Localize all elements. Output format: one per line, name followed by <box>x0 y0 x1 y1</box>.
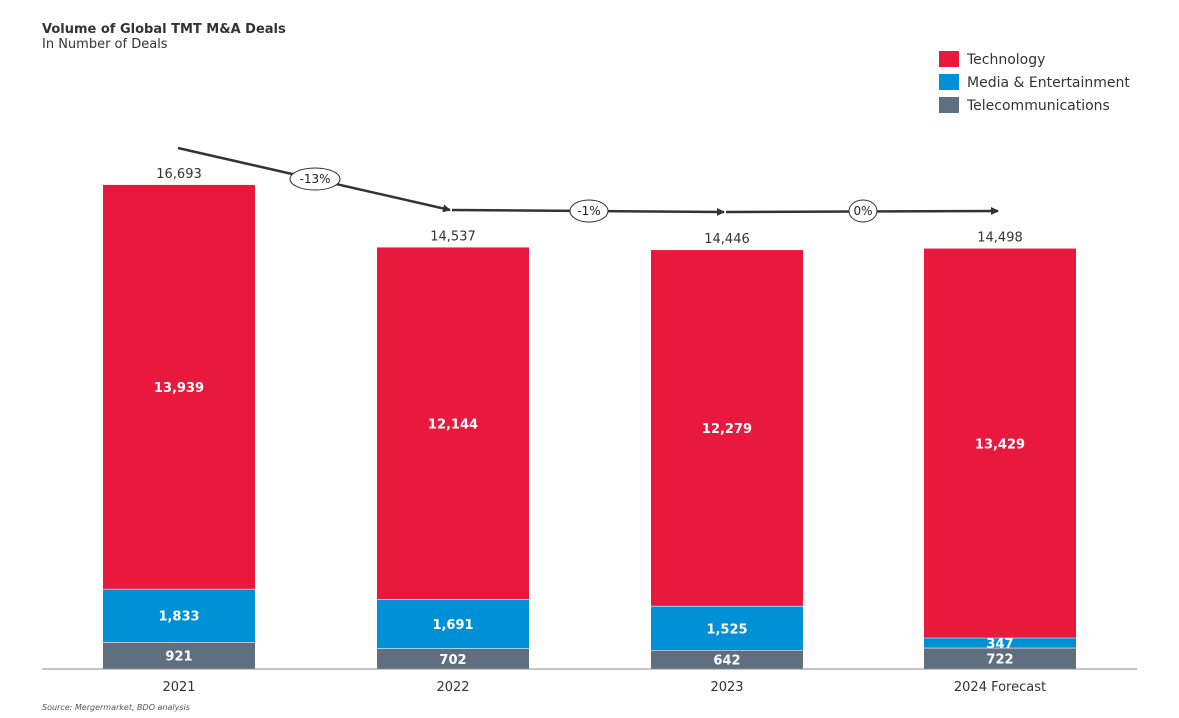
data-label-technology: 12,279 <box>702 422 752 437</box>
bar-telecommunications-2023 <box>651 650 803 669</box>
x-axis-ticks: 2021 2022 2023 2024 Forecast <box>162 680 1046 695</box>
data-label-technology: 12,144 <box>428 418 478 433</box>
trend-percent-label: -13% <box>299 172 330 186</box>
bar-telecommunications-2024-forecast <box>924 648 1076 669</box>
data-label-media-and-entertainment: 347 <box>986 637 1013 652</box>
data-label-telecommunications: 702 <box>439 653 466 668</box>
x-tick-label: 2023 <box>710 680 743 695</box>
bar-media-and-entertainment-2023 <box>651 606 803 651</box>
bar-telecommunications-2021 <box>103 642 255 669</box>
legend-label-telecommunications: Telecommunications <box>966 98 1110 114</box>
total-label: 14,498 <box>977 231 1023 246</box>
trend-percent-label: -1% <box>577 204 600 218</box>
data-label-telecommunications: 722 <box>986 653 1013 668</box>
trend-badge <box>569 199 609 223</box>
bar-technology-2024-forecast <box>924 248 1076 638</box>
data-label-telecommunications: 921 <box>165 650 192 665</box>
bar-media-and-entertainment-2022 <box>377 599 529 649</box>
chart-title: Volume of Global TMT M&A Deals <box>42 22 286 37</box>
trend-badge <box>848 199 878 223</box>
source-note: Source: Mergermarket, BDO analysis <box>42 703 190 712</box>
bar-technology-2022 <box>377 247 529 600</box>
x-tick-label: 2024 Forecast <box>954 680 1046 695</box>
legend-swatch-technology <box>939 51 959 67</box>
legend-label-technology: Technology <box>966 52 1045 68</box>
total-label: 14,537 <box>430 229 476 244</box>
data-label-media-and-entertainment: 1,691 <box>432 618 473 633</box>
data-label-technology: 13,939 <box>154 381 204 396</box>
trend-badge <box>289 167 341 191</box>
data-label-technology: 13,429 <box>975 437 1025 452</box>
total-label: 16,693 <box>156 167 202 182</box>
legend: Technology Media & Entertainment Telecommu… <box>939 51 1130 114</box>
trend-line: -13% -1% 0% <box>177 146 999 223</box>
bars: 921 1,833 13,939 16,693 702 1,691 12,144 14,537… <box>103 167 1076 669</box>
bar-telecommunications-2022 <box>377 648 529 669</box>
trend-percent-label: 0% <box>853 204 872 218</box>
bar-media-and-entertainment-2024-forecast <box>924 637 1076 649</box>
data-label-media-and-entertainment: 1,833 <box>158 610 199 625</box>
bar-technology-2021 <box>103 184 255 590</box>
legend-swatch-media-and-entertainment <box>939 74 959 90</box>
legend-swatch-telecommunications <box>939 97 959 113</box>
data-label-media-and-entertainment: 1,525 <box>706 622 747 637</box>
x-tick-label: 2022 <box>436 680 469 695</box>
total-label: 14,446 <box>704 232 750 247</box>
bar-technology-2023 <box>651 250 803 607</box>
legend-label-media-and-entertainment: Media & Entertainment <box>967 75 1130 91</box>
data-label-telecommunications: 642 <box>713 654 740 669</box>
x-tick-label: 2021 <box>162 680 195 695</box>
bar-media-and-entertainment-2021 <box>103 589 255 643</box>
chart-subtitle: In Number of Deals <box>42 37 168 52</box>
